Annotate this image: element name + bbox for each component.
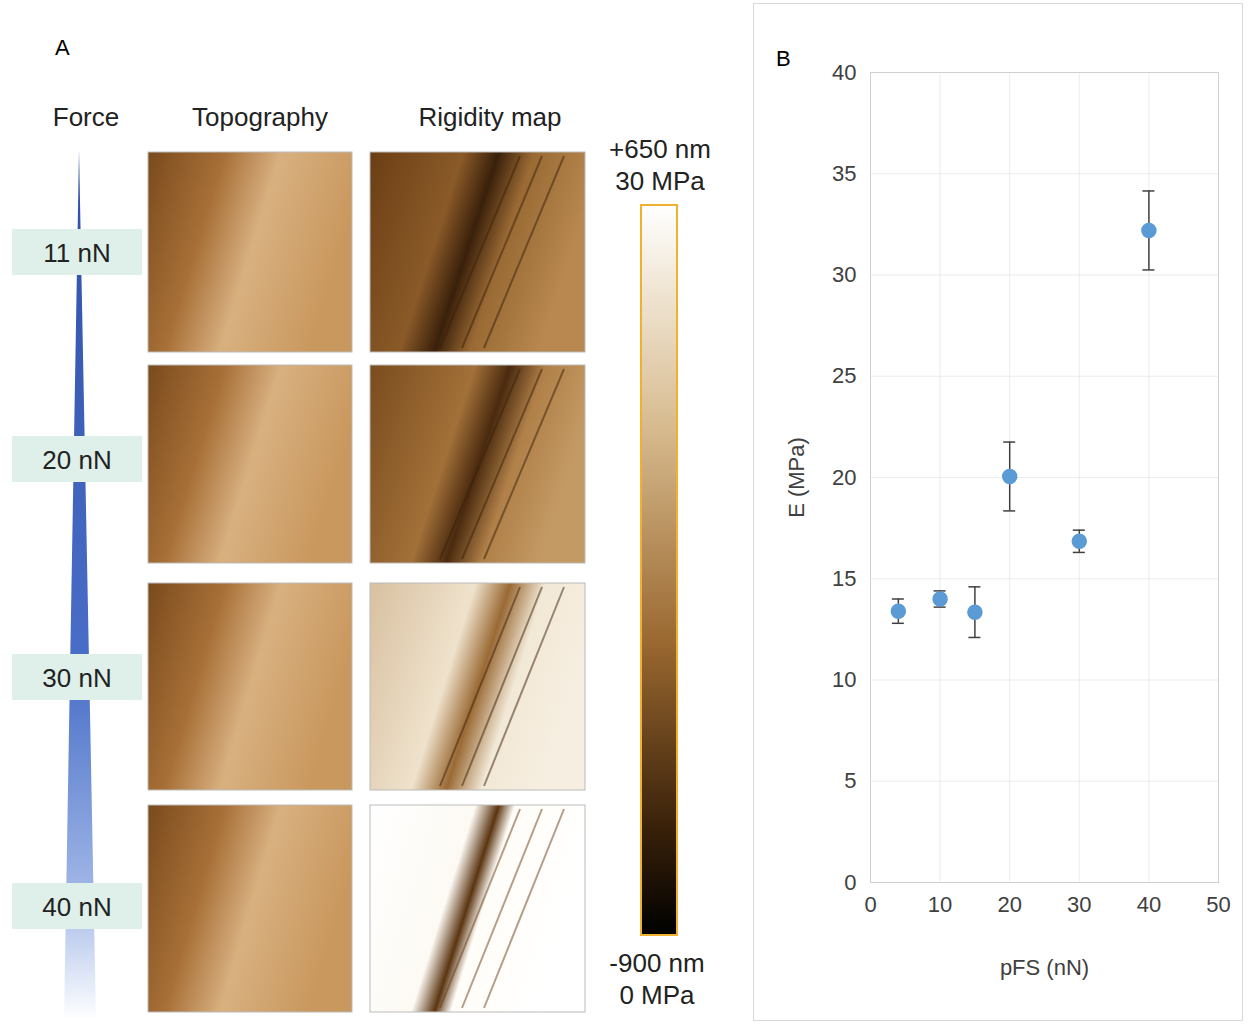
svg-text:Topography: Topography	[192, 102, 328, 132]
svg-text:0: 0	[864, 892, 876, 917]
svg-text:20 nN: 20 nN	[42, 445, 111, 475]
svg-text:35: 35	[832, 161, 856, 186]
svg-text:20: 20	[997, 892, 1021, 917]
svg-text:40 nN: 40 nN	[42, 892, 111, 922]
svg-text:20: 20	[832, 465, 856, 490]
html-text:B: B	[776, 46, 791, 71]
svg-text:30: 30	[832, 262, 856, 287]
svg-text:E (MPa): E (MPa)	[784, 437, 809, 518]
svg-text:15: 15	[832, 566, 856, 591]
svg-text:5: 5	[844, 768, 856, 793]
svg-text:30 nN: 30 nN	[42, 663, 111, 693]
svg-text:10: 10	[832, 667, 856, 692]
svg-text:0 MPa: 0 MPa	[619, 980, 695, 1010]
svg-text:40: 40	[832, 60, 856, 85]
svg-text:30 MPa: 30 MPa	[615, 166, 705, 196]
svg-text:+650 nm: +650 nm	[609, 134, 711, 164]
svg-text:-900 nm: -900 nm	[609, 948, 704, 978]
svg-text:25: 25	[832, 363, 856, 388]
svg-text:11 nN: 11 nN	[43, 238, 110, 268]
svg-text:50: 50	[1206, 892, 1230, 917]
svg-text:Rigidity map: Rigidity map	[418, 102, 561, 132]
svg-text:0: 0	[844, 870, 856, 895]
svg-text:A: A	[55, 35, 70, 60]
svg-text:10: 10	[928, 892, 952, 917]
svg-text:Force: Force	[53, 102, 119, 132]
svg-text:30: 30	[1067, 892, 1091, 917]
svg-text:pFS (nN): pFS (nN)	[1000, 955, 1089, 980]
svg-text:40: 40	[1137, 892, 1161, 917]
